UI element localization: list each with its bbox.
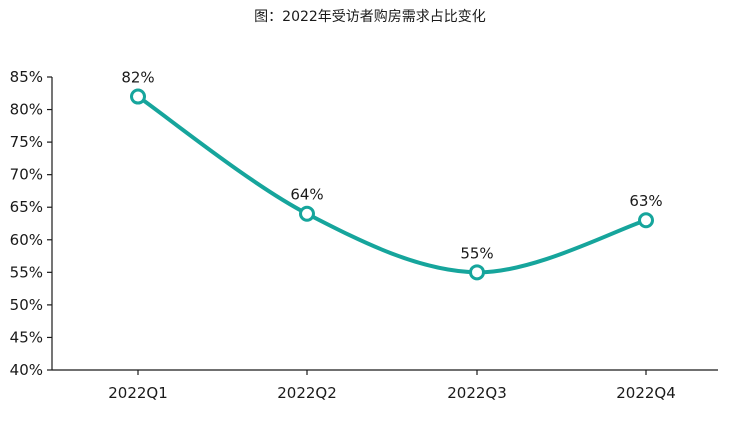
y-tick-label: 65%	[10, 198, 43, 216]
series-line	[136, 94, 648, 275]
y-tick-label: 40%	[10, 361, 43, 379]
y-tick-label: 75%	[10, 133, 43, 151]
x-tick-label: 2022Q1	[108, 384, 168, 402]
y-tick-label: 80%	[10, 101, 43, 119]
y-tick-label: 45%	[10, 328, 43, 346]
data-label: 82%	[121, 69, 154, 87]
y-tick-label: 70%	[10, 166, 43, 184]
y-tick-label: 60%	[10, 231, 43, 249]
y-tick-label: 50%	[10, 296, 43, 314]
y-tick-label: 55%	[10, 263, 43, 281]
y-tick-label: 85%	[10, 68, 43, 86]
data-point	[638, 212, 654, 229]
x-tick-label: 2022Q4	[616, 384, 676, 402]
data-point	[299, 205, 315, 222]
chart-title: 图：2022年受访者购房需求占比变化	[254, 9, 486, 25]
x-tick-label: 2022Q3	[447, 384, 507, 402]
data-label: 63%	[629, 192, 662, 210]
data-label: 64%	[290, 186, 323, 204]
data-point	[130, 88, 146, 105]
x-tick-label: 2022Q2	[277, 384, 337, 402]
data-label: 55%	[460, 244, 493, 262]
data-point	[469, 264, 485, 281]
